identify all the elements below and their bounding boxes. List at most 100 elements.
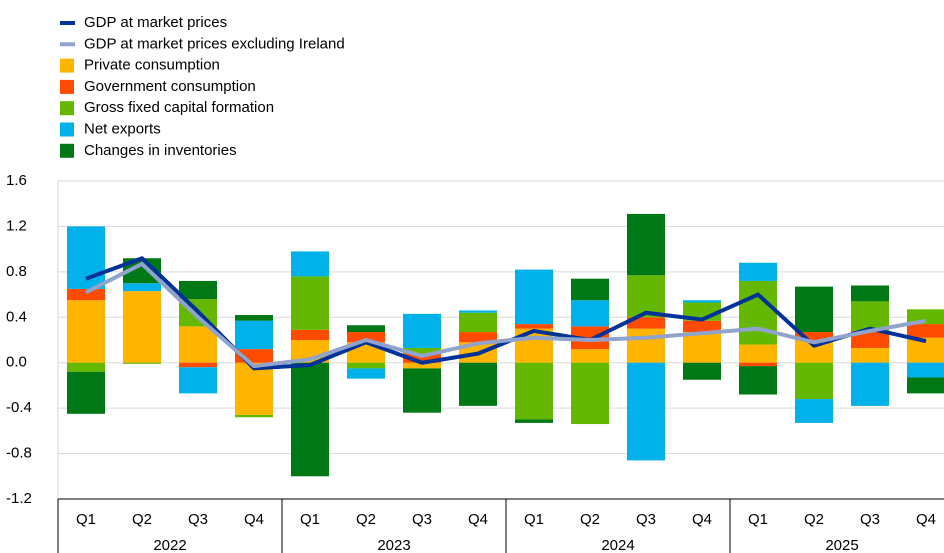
bar-segment [179, 362, 217, 368]
bar-segment [627, 328, 665, 363]
y-tick-label: 0.0 [6, 354, 27, 371]
y-tick-label: -0.8 [6, 445, 32, 462]
bar-segment [571, 362, 609, 425]
bar-segment [571, 300, 609, 327]
bar-segment [347, 325, 385, 333]
legend-label: Changes in inventories [84, 142, 237, 159]
legend-label: Gross fixed capital formation [84, 99, 274, 116]
legend-label: Private consumption [84, 57, 220, 74]
bar-segment [683, 300, 721, 303]
bar-segment [347, 368, 385, 379]
x-tick-label: Q4 [916, 511, 936, 528]
x-tick-label: Q3 [188, 511, 208, 528]
group-label: 2022 [153, 537, 186, 553]
x-tick-label: Q2 [132, 511, 152, 528]
legend-swatch [60, 122, 74, 137]
bar-segment [515, 419, 553, 423]
bar-segment [515, 362, 553, 420]
bar-segment [907, 309, 944, 325]
bar-segment [627, 275, 665, 318]
x-tick-label: Q3 [412, 511, 432, 528]
bar-segment [907, 362, 944, 378]
bar-segment [627, 213, 665, 276]
bar-segment [403, 362, 441, 369]
bar-segment [571, 349, 609, 363]
bar-segment [907, 324, 944, 338]
y-tick-label: -0.4 [6, 399, 32, 416]
x-tick-label: Q2 [580, 511, 600, 528]
bar-segment [795, 340, 833, 363]
bar-segment [795, 286, 833, 333]
y-tick-label: 0.4 [6, 308, 27, 325]
bar-segment [739, 366, 777, 395]
x-tick-label: Q2 [804, 511, 824, 528]
legend-swatch [60, 79, 74, 94]
bar-segment [851, 347, 889, 363]
y-tick-label: -1.2 [6, 490, 32, 507]
bar-segment [291, 329, 329, 340]
x-tick-label: Q1 [524, 511, 544, 528]
y-tick-label: 1.2 [6, 217, 27, 234]
x-tick-label: Q1 [748, 511, 768, 528]
bar-segment [571, 326, 609, 350]
group-label: 2025 [825, 537, 858, 553]
bar-segment [179, 280, 217, 300]
bar-segment [739, 262, 777, 281]
bar-segment [739, 280, 777, 345]
legend-label: GDP at market prices [84, 14, 227, 31]
bar-segment [235, 315, 273, 321]
line-series [85, 261, 927, 369]
bar-segment [403, 368, 441, 413]
bar-segment [123, 291, 161, 363]
group-label: 2024 [601, 537, 634, 553]
bar-segment [347, 362, 385, 369]
bar-segment [571, 278, 609, 301]
bar-segment [347, 332, 385, 343]
bar-segment [291, 276, 329, 330]
bar-segment [235, 414, 273, 418]
bar-segment [739, 362, 777, 367]
bar-segment [235, 362, 273, 415]
bar-segment [515, 324, 553, 329]
bar-segment [403, 353, 441, 363]
bar-segment [683, 320, 721, 333]
bar-segment [67, 362, 105, 372]
bar-segment [291, 362, 329, 477]
bar-segment [403, 313, 441, 348]
legend-label: Net exports [84, 120, 161, 137]
bar-segment [627, 362, 665, 461]
bar-segment [795, 399, 833, 423]
bar-segment [67, 226, 105, 289]
legend-swatch [60, 101, 74, 116]
x-tick-label: Q1 [300, 511, 320, 528]
legend-label: Government consumption [84, 78, 256, 95]
bar-segment [907, 377, 944, 394]
bar-segment [627, 317, 665, 329]
bar-segment [459, 362, 497, 406]
x-tick-label: Q2 [356, 511, 376, 528]
x-tick-label: Q4 [244, 511, 264, 528]
x-tick-label: Q4 [692, 511, 712, 528]
x-tick-label: Q4 [468, 511, 488, 528]
bar-segment [851, 301, 889, 331]
bar-segment [515, 269, 553, 325]
bar-segment [235, 320, 273, 350]
bar-segment [123, 283, 161, 292]
bar-segment [67, 288, 105, 301]
y-tick-label: 0.8 [6, 263, 27, 280]
bar-segment [179, 326, 217, 363]
x-tick-label: Q3 [636, 511, 656, 528]
legend-label: GDP at market prices excluding Ireland [84, 35, 345, 52]
bar-segment [179, 367, 217, 394]
group-label: 2023 [377, 537, 410, 553]
bar-segment [851, 330, 889, 348]
bar-segment [123, 362, 161, 364]
bar-segment [851, 285, 889, 302]
legend-swatch [60, 143, 74, 158]
bar-segment [795, 332, 833, 340]
legend-swatch [60, 58, 74, 73]
bar-segment [851, 362, 889, 406]
bar-segment [459, 332, 497, 343]
x-tick-label: Q1 [76, 511, 96, 528]
